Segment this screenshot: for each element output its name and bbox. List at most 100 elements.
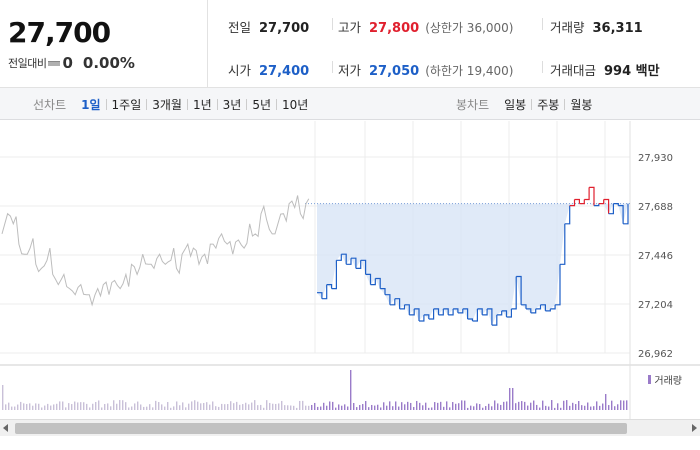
volume-bar: [2, 385, 4, 410]
scroll-left-icon[interactable]: [3, 424, 8, 432]
volume-bar: [416, 400, 418, 410]
volume-bar: [563, 400, 565, 410]
volume-bar: [50, 405, 52, 410]
volume-bar: [41, 407, 43, 410]
volume-bar: [203, 402, 205, 410]
volume-bar: [362, 404, 364, 410]
volume-bar: [284, 405, 286, 410]
volume-bar: [230, 401, 232, 410]
volume-bar: [14, 406, 16, 410]
volume-bar: [296, 407, 298, 410]
volume-bar: [236, 401, 238, 410]
volume-bar: [200, 403, 202, 410]
today-series-segment: [419, 314, 425, 322]
scroll-right-icon[interactable]: [692, 424, 697, 432]
y-axis-ticks: 27,930 27,688 27,446 27,204 26,962: [638, 153, 673, 360]
volume-bar: [431, 407, 433, 410]
volume-bar: [560, 407, 562, 410]
candle-tab[interactable]: 월봉: [570, 97, 593, 112]
period-tab[interactable]: 1년: [192, 97, 212, 112]
period-tab[interactable]: 1주일: [111, 97, 142, 112]
price-chart-svg[interactable]: 27,930 27,688 27,446 27,204 26,962: [0, 121, 700, 419]
volume-bar: [461, 400, 463, 410]
today-series-segment: [491, 314, 498, 326]
today-series-segment: [477, 308, 483, 315]
volume-bar: [155, 400, 157, 410]
stat-label: 거래대금: [550, 63, 597, 78]
y-tick-label: 27,446: [638, 251, 673, 262]
volume-bar: [395, 401, 397, 410]
volume-bar: [8, 402, 10, 410]
today-series-segment: [555, 264, 561, 306]
volume-bar: [278, 403, 280, 410]
volume-bar: [95, 401, 97, 410]
chart-scrollbar[interactable]: [0, 419, 700, 436]
stat-label: 저가: [338, 63, 362, 78]
divider: [216, 98, 218, 110]
volume-bar: [218, 406, 220, 410]
period-tab[interactable]: 3개월: [152, 97, 182, 112]
volume-bar: [125, 402, 127, 410]
candle-tab[interactable]: 일봉: [504, 97, 527, 112]
volume-legend-label: 거래량: [654, 376, 682, 387]
volume-bar: [497, 403, 499, 410]
volume-bar: [383, 402, 385, 410]
volume-bar: [425, 402, 427, 410]
volume-bar: [194, 400, 196, 410]
volume-bar: [386, 405, 388, 410]
today-series-segment: [331, 260, 337, 290]
volume-bar: [512, 388, 514, 410]
volume-bar: [263, 407, 265, 410]
today-series-segment: [380, 288, 386, 295]
volume-bar: [524, 401, 526, 410]
period-tab[interactable]: 3년: [222, 97, 242, 112]
volume-bar: [542, 400, 544, 410]
volume-bar: [389, 401, 391, 410]
volume-bar: [548, 406, 550, 410]
candle-tab[interactable]: 주봉: [537, 97, 560, 112]
period-tab[interactable]: 10년: [282, 97, 309, 112]
volume-bar: [488, 403, 490, 410]
y-tick-label: 27,204: [638, 300, 673, 311]
divider: [542, 18, 543, 30]
stat-amount: 거래대금 994 백만: [550, 60, 660, 79]
stat-label: 거래량: [550, 20, 585, 35]
volume-bar: [569, 405, 571, 410]
scroll-thumb[interactable]: [15, 423, 627, 434]
volume-bars: [2, 370, 628, 410]
today-series-segment: [365, 273, 372, 285]
volume-bar: [140, 404, 142, 410]
volume-bar: [428, 407, 430, 410]
volume-bar: [158, 402, 160, 410]
today-series-segment: [385, 294, 391, 305]
volume-bar: [536, 404, 538, 410]
intraday-chart[interactable]: 27,930 27,688 27,446 27,204 26,962 거래량: [0, 121, 700, 450]
today-series-segment: [355, 260, 362, 269]
volume-swatch: [648, 375, 652, 384]
volume-bar: [269, 402, 271, 410]
today-series-segment: [530, 308, 537, 314]
stat-high: 고가 27,800 (상한가 36,000): [338, 17, 513, 36]
today-series-segment: [506, 308, 512, 318]
volume-bar: [170, 407, 172, 410]
volume-bar: [107, 403, 109, 410]
volume-bar: [29, 403, 31, 410]
today-series-segment: [389, 298, 396, 306]
today-series-segment: [594, 203, 600, 207]
below-reference-fill: [317, 203, 628, 326]
volume-bar: [227, 404, 229, 410]
volume-bar: [377, 404, 379, 410]
divider: [276, 98, 278, 110]
volume-bar: [122, 400, 124, 410]
y-tick-label: 27,688: [638, 202, 673, 213]
volume-bar: [554, 407, 556, 410]
volume-bar: [293, 405, 295, 410]
today-series-segment: [511, 276, 517, 310]
period-tab[interactable]: 1일: [81, 97, 101, 112]
period-tab[interactable]: 5년: [252, 97, 272, 112]
volume-bar: [341, 405, 343, 410]
volume-bar: [83, 402, 85, 410]
today-series-segment: [414, 308, 420, 321]
volume-bar: [197, 401, 199, 410]
volume-bar: [509, 388, 511, 410]
